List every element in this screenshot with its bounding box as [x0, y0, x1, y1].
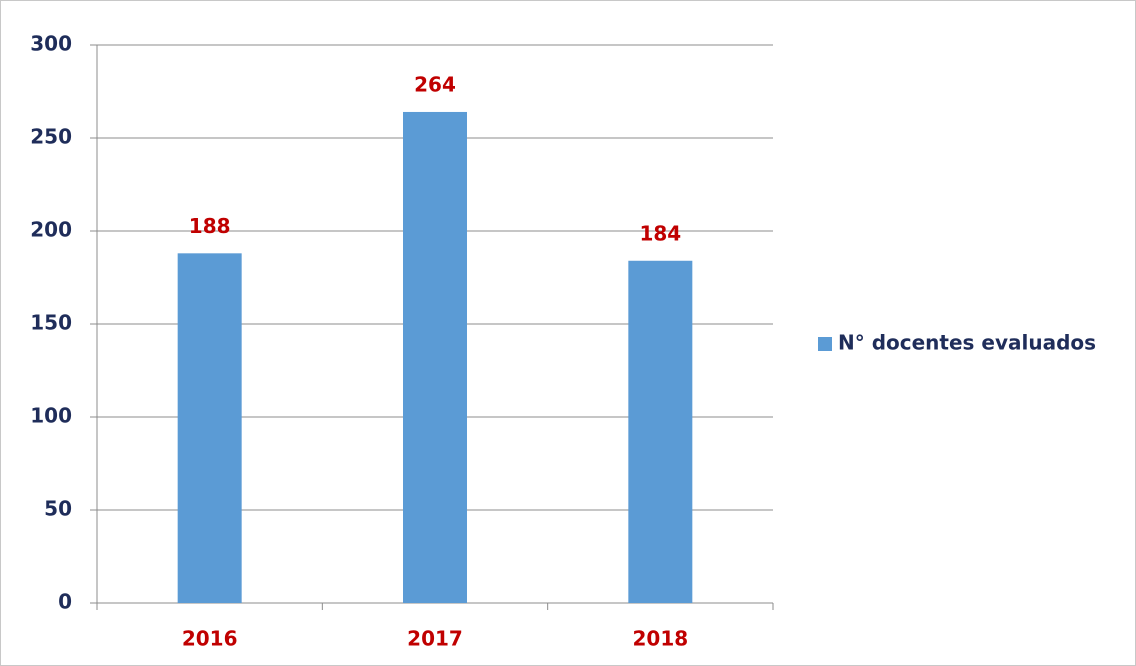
legend-label: N° docentes evaluados	[838, 331, 1096, 355]
y-tick-label: 150	[30, 311, 72, 335]
bar	[177, 253, 242, 603]
x-tick-label: 2016	[182, 627, 238, 651]
y-tick-label: 0	[58, 590, 72, 614]
y-tick-label: 300	[30, 32, 72, 56]
data-label: 264	[414, 72, 456, 96]
data-label: 188	[189, 214, 231, 238]
bar	[628, 260, 693, 603]
bar	[403, 111, 467, 604]
data-label: 184	[639, 221, 681, 245]
y-tick-label: 50	[44, 497, 72, 521]
y-tick-label: 250	[30, 125, 72, 149]
x-tick-label: 2018	[632, 627, 688, 651]
legend-swatch	[818, 337, 832, 351]
x-tick-label: 2017	[407, 627, 463, 651]
y-tick-label: 100	[30, 404, 72, 428]
y-tick-label: 200	[30, 218, 72, 242]
